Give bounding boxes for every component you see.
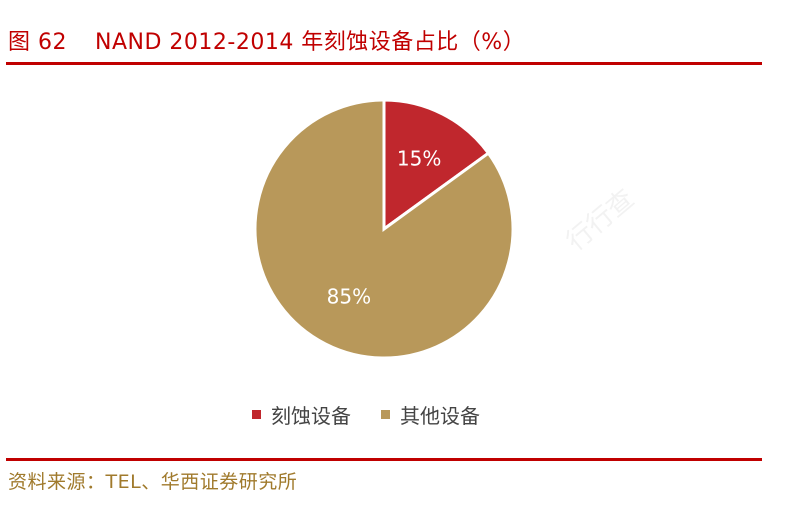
pie-labels: 15% 85% <box>327 147 442 309</box>
chart-legend: 刻蚀设备 其他设备 <box>252 400 510 429</box>
title-rule <box>6 62 762 65</box>
pie-slice-etching <box>382 98 491 232</box>
pie-slices <box>253 98 515 360</box>
legend-item-other: 其他设备 <box>381 400 480 429</box>
figure-title-text: NAND 2012-2014 年刻蚀设备占比（%） <box>95 30 526 55</box>
figure-title: 图 62 NAND 2012-2014 年刻蚀设备占比（%） <box>8 24 525 56</box>
legend-label-etching: 刻蚀设备 <box>271 404 351 428</box>
source-note: 资料来源：TEL、华西证券研究所 <box>8 471 298 493</box>
data-label-etching: 15% <box>397 147 441 171</box>
pie-slice-other <box>253 98 515 360</box>
source-rule <box>6 458 762 461</box>
legend-label-other: 其他设备 <box>400 404 480 428</box>
legend-swatch-etching <box>252 410 261 419</box>
data-label-other: 85% <box>327 284 371 308</box>
legend-item-etching: 刻蚀设备 <box>252 400 351 429</box>
figure-number: 图 62 <box>8 30 67 55</box>
legend-swatch-other <box>381 410 390 419</box>
